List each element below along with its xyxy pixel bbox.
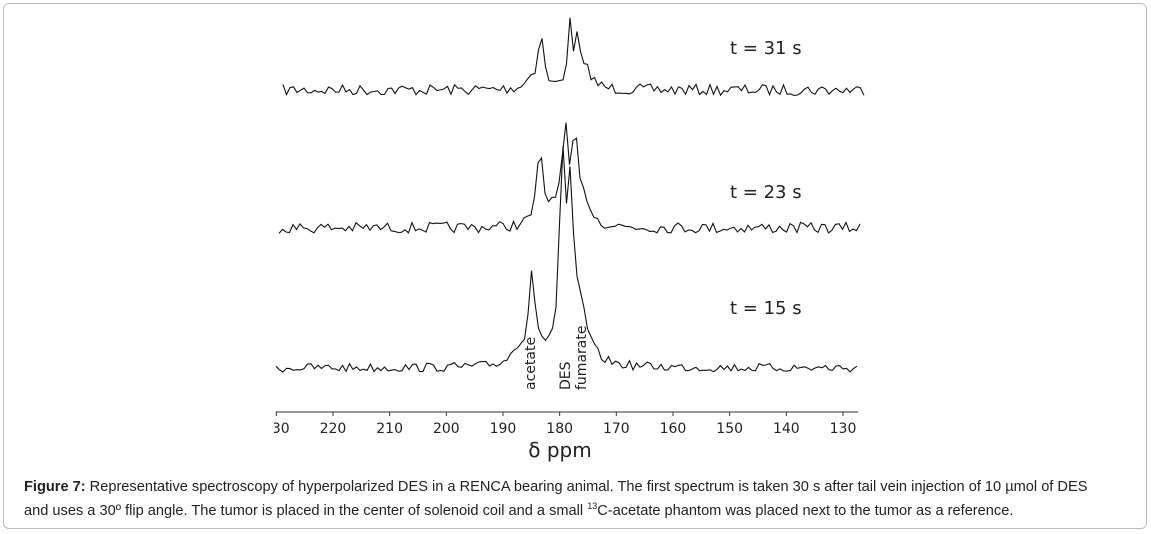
caption-superscript: 13	[587, 501, 598, 511]
caption-text: C-acetate phantom was placed next to the…	[597, 502, 1014, 519]
x-tick-label: 190	[490, 421, 517, 437]
spectrum-figure: δ ppm t = 31 s t = 23 s t = 15 s acetate…	[263, 17, 865, 462]
figure-caption: Figure 7: Representative spectroscopy of…	[24, 478, 1087, 521]
x-tick-label: 180	[546, 421, 573, 437]
x-axis-label: δ ppm	[528, 438, 591, 462]
x-tick-label: 150	[716, 421, 743, 437]
x-tick-label: 220	[320, 421, 347, 437]
x-tick-label: 230	[263, 421, 290, 437]
spectrum-trace	[275, 146, 858, 373]
caption-text: and uses a 30º flip angle. The tumor is …	[24, 502, 588, 519]
spectrum-label: t = 31 s	[730, 38, 802, 59]
peak-annotation: acetate	[523, 337, 539, 390]
x-tick-label: 170	[603, 421, 630, 437]
spectrum-label: t = 23 s	[730, 182, 802, 203]
spectrum-label: t = 15 s	[730, 298, 802, 319]
figure-frame	[3, 3, 1147, 529]
x-tick-label: 160	[660, 421, 687, 437]
caption-label: Figure 7:	[24, 479, 86, 495]
caption-text: Representative spectroscopy of hyperpola…	[85, 479, 1088, 495]
x-tick-label: 210	[376, 421, 403, 437]
x-tick-label: 140	[773, 421, 800, 437]
x-tick-label: 130	[830, 421, 857, 437]
x-tick-label: 200	[433, 421, 460, 437]
spectrum-trace	[282, 17, 865, 97]
peak-annotation: fumarate	[574, 326, 590, 390]
spectrum-trace	[278, 122, 861, 234]
peak-annotation: DES	[558, 361, 574, 390]
